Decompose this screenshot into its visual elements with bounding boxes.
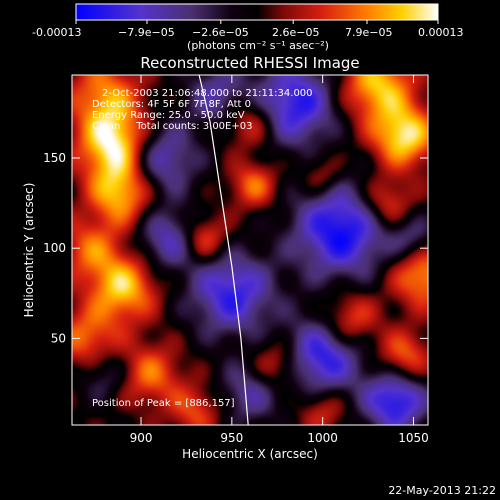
x-tick-label: 1050 [398,431,429,445]
solar-limb-line [198,74,249,426]
y-axis-label: Heliocentric Y (arcsec) [22,183,36,318]
limb-layer [198,74,249,426]
x-tick-label: 900 [130,431,153,445]
colorbar-tick-label-4: 2.6e−05 [272,26,319,39]
info-energy-range: Energy Range: 25.0 - 50.0 keV [92,110,245,121]
heatmap-container [72,75,428,425]
chart-title: Reconstructed RHESSI Image [140,54,359,72]
colorbar-units: (photons cm⁻² s⁻¹ asec⁻²) [187,39,329,52]
colorbar-tick-label-1: -0.00013 [32,26,81,39]
colorbar-ticks [75,20,439,24]
x-tick-label: 950 [220,431,243,445]
peak-position-label: Position of Peak = [886,157] [92,398,235,409]
y-tick-label: 50 [51,331,66,345]
plot-frame [71,74,429,426]
colorbar-tick-label-5: 7.9e−05 [345,26,392,39]
info-detectors: Detectors: 4F 5F 6F 7F 8F, Att 0 [92,99,251,110]
y-tick-label: 150 [43,151,66,165]
footer-timestamp: 22-May-2013 21:22 [388,484,496,497]
x-tick-label: 1000 [307,431,338,445]
colorbar-tick-label-6: 0.00013 [418,26,464,39]
x-axis-label: Heliocentric X (arcsec) [182,447,318,461]
colorbar-tick-label-2: −7.9e−05 [118,26,175,39]
heatmap-image [72,75,428,425]
colorbar-tick-label-3: −2.6e−05 [192,26,249,39]
axis-ticks: 900 950 1000 1050 50 100 150 [43,75,429,445]
colorbar [75,3,439,21]
info-counts: Clean Total counts: 3.00E+03 [92,121,252,132]
y-tick-label: 100 [43,241,66,255]
info-time-range: 2-Oct-2003 21:06:48.000 to 21:11:34.000 [102,88,313,99]
